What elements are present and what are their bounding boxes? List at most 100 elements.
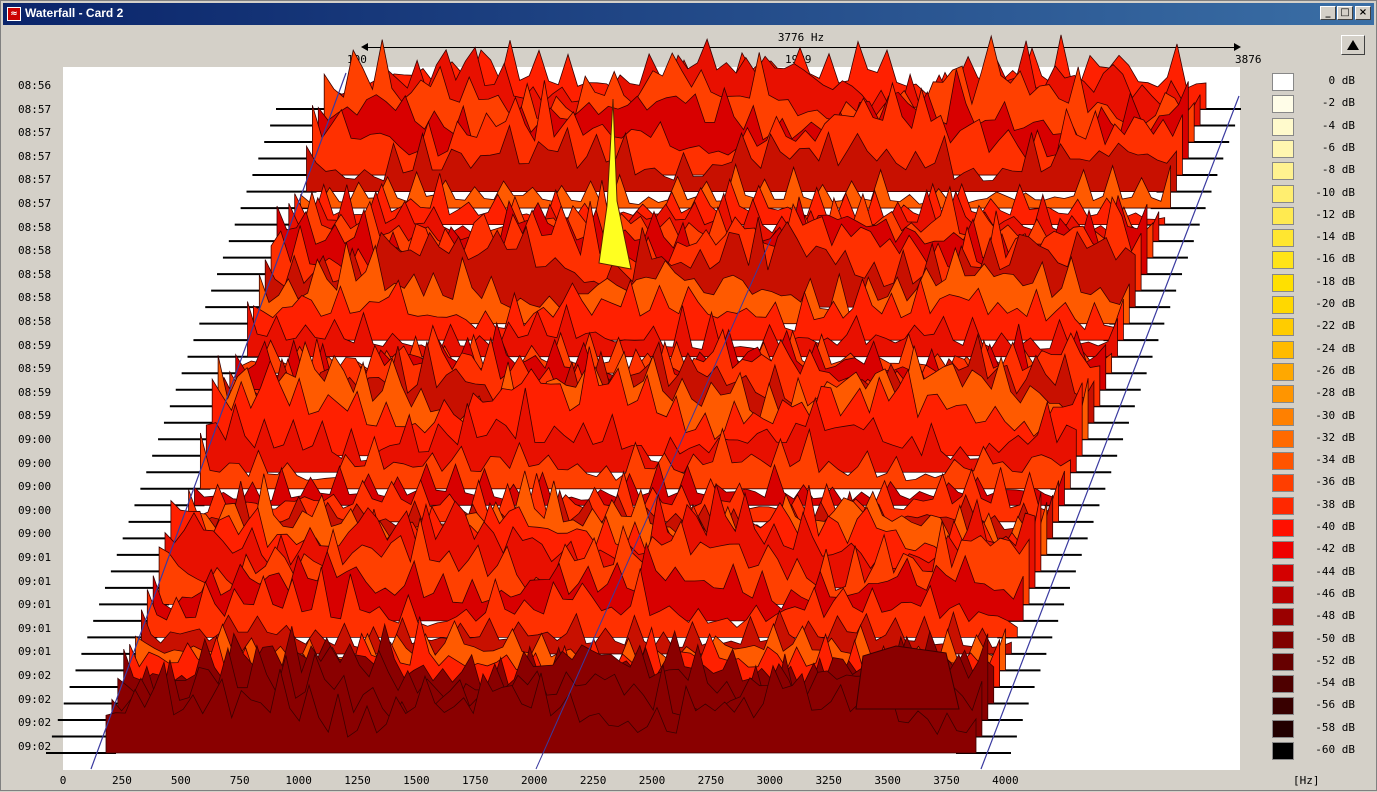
legend-swatch (1272, 652, 1294, 671)
legend-item: -6 dB (1269, 138, 1369, 160)
legend-label: -46 dB (1315, 586, 1355, 600)
app-icon[interactable]: ≈ (7, 7, 21, 21)
legend-item: 0 dB (1269, 71, 1369, 93)
time-label: 08:57 (18, 126, 52, 140)
legend-swatch (1272, 429, 1294, 448)
legend-swatch (1272, 139, 1294, 158)
time-label: 09:02 (18, 669, 52, 682)
low-level-region (855, 645, 960, 710)
frequency-tick-label: 2500 (638, 774, 666, 787)
legend-swatch (1272, 340, 1294, 359)
spectrum-ridge (252, 277, 1124, 341)
spectrum-ridge (146, 566, 1018, 638)
frequency-tick-label: 3000 (756, 774, 784, 787)
legend-swatch (1272, 362, 1294, 381)
legend-label: -14 dB (1315, 230, 1355, 244)
time-label: 09:00 (18, 480, 52, 494)
legend-swatch (1272, 184, 1294, 203)
minimize-button[interactable]: _ (1320, 6, 1336, 20)
legend-label: -8 dB (1321, 163, 1355, 177)
legend-swatch (1272, 742, 1294, 760)
frequency-tick-label: 3250 (815, 774, 842, 787)
legend-swatch (1272, 719, 1294, 738)
span-end-label: 3876 (1235, 53, 1262, 66)
frequency-unit-label: [Hz] (1293, 774, 1320, 787)
time-label: 09:02 (18, 692, 52, 706)
legend-item: -4 dB (1269, 116, 1369, 138)
time-label: 08:57 (18, 102, 52, 116)
legend-item: -10 dB (1269, 183, 1369, 205)
time-label: 09:00 (18, 503, 52, 517)
frequency-tick-label: 1250 (344, 774, 371, 787)
legend-label: -58 dB (1315, 720, 1355, 734)
span-line (365, 47, 1237, 48)
legend-label: -60 dB (1315, 743, 1355, 756)
spectrum-ridge (323, 34, 1195, 143)
spectrum-ridge (152, 541, 1024, 622)
frequency-tick-label: 2000 (520, 774, 548, 787)
time-label: 09:02 (18, 716, 52, 730)
frequency-tick-label: 1750 (462, 774, 489, 787)
scroll-up-button[interactable] (1341, 35, 1365, 55)
frequency-axis: 0 250 500 750 1000 1250 1500 1750 2000 2250 2500 27… (1, 774, 1241, 790)
time-label: 08:58 (18, 291, 52, 305)
window-title: Waterfall - Card 2 (25, 6, 124, 20)
time-label: 08:59 (18, 338, 52, 352)
legend-swatch (1272, 296, 1294, 314)
legend-label: -20 dB (1315, 297, 1355, 310)
legend-label: -26 dB (1315, 363, 1355, 377)
legend-item: -20 dB (1269, 294, 1369, 316)
legend-label: -24 dB (1315, 341, 1355, 355)
legend-swatch (1272, 162, 1294, 181)
frequency-tick-label: 3750 (933, 774, 960, 787)
time-label: 08:57 (18, 197, 52, 210)
legend-label: -30 dB (1315, 408, 1355, 422)
legend-item: -8 dB (1269, 160, 1369, 182)
span-arrow-left-icon (361, 43, 368, 51)
frequency-span-header: 3776 Hz 100 1989 3876 (347, 28, 1262, 66)
time-label: 08:58 (18, 244, 52, 258)
legend-label: -18 dB (1315, 274, 1355, 288)
spectrum-ridge (205, 387, 1077, 473)
legend-swatch (1272, 95, 1294, 114)
time-label: 09:01 (18, 621, 52, 635)
legend-item: -26 dB (1269, 361, 1369, 383)
legend-label: -32 dB (1315, 430, 1355, 444)
legend-item: -38 dB (1269, 495, 1369, 517)
legend-swatch (1272, 251, 1294, 270)
legend-swatch (1272, 318, 1294, 337)
legend-item: -50 dB (1269, 629, 1369, 651)
legend-label: -38 dB (1315, 497, 1355, 511)
time-label: 08:56 (18, 79, 52, 92)
title-bar[interactable]: ≈ Waterfall - Card 2 _ □ × (3, 3, 1374, 25)
legend-item: -56 dB (1269, 695, 1369, 717)
frequency-tick-label: 250 (111, 774, 132, 787)
time-label: 08:59 (18, 385, 52, 399)
spectrum-ridge (264, 216, 1136, 308)
legend-item: -58 dB (1269, 718, 1369, 740)
frequency-tick-label: 1000 (285, 774, 312, 787)
maximize-button[interactable]: □ (1337, 6, 1353, 20)
legend-label: -48 dB (1315, 609, 1355, 623)
legend-item: -28 dB (1269, 383, 1369, 405)
close-button[interactable]: × (1355, 6, 1371, 20)
legend-item: -46 dB (1269, 584, 1369, 606)
time-label: 08:57 (18, 149, 52, 163)
time-label: 09:01 (18, 574, 52, 588)
spectrum-ridge (294, 173, 1166, 225)
time-label: 09:01 (18, 551, 52, 564)
legend-item: -14 dB (1269, 227, 1369, 249)
spectrum-ridge (247, 301, 1118, 358)
legend-label: -36 dB (1315, 475, 1355, 489)
legend-label: -2 dB (1321, 96, 1355, 110)
legend-item: -60 dB (1269, 740, 1369, 762)
legend-swatch (1272, 585, 1294, 604)
bandwidth-label: 3776 Hz (777, 31, 825, 44)
legend-label: -56 dB (1315, 698, 1355, 712)
legend-label: -10 dB (1315, 185, 1355, 199)
signal-peak (598, 98, 632, 270)
spectrum-ridge (188, 467, 1059, 523)
perspective-guide-left (90, 72, 347, 770)
legend-swatch (1272, 541, 1294, 560)
